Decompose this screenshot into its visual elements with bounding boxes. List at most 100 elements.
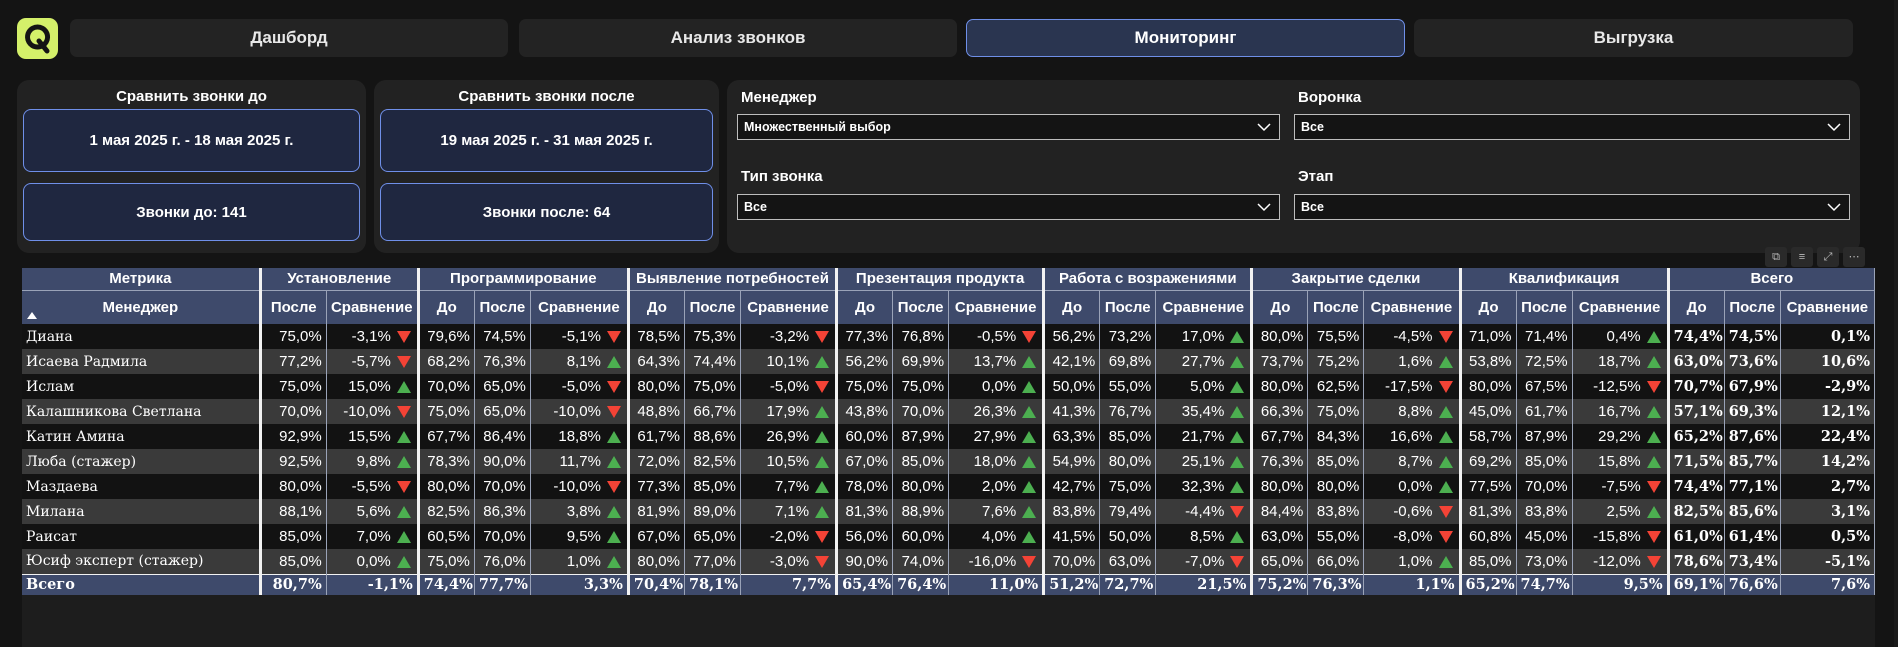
sub-header-after[interactable]: После <box>684 289 741 324</box>
value-before: 78,3% <box>418 449 475 474</box>
value-before: 81,3% <box>836 499 894 524</box>
group-header[interactable]: Программирование <box>418 268 630 290</box>
arrow-down-icon <box>1646 555 1661 568</box>
value-compare: -4,4% <box>1155 499 1254 524</box>
sub-header-compare[interactable]: Сравнение <box>1572 289 1670 324</box>
total-value-compare: 22,4% <box>1780 424 1876 449</box>
sub-header-after[interactable]: После <box>1307 289 1365 324</box>
total-value-before: 65,2% <box>1668 424 1725 449</box>
sub-header-compare[interactable]: Сравнение <box>948 289 1046 324</box>
compare-value: 1,6% <box>1398 353 1433 370</box>
compare-value: 1,0% <box>1398 552 1433 570</box>
sub-header-before[interactable]: До <box>628 289 685 324</box>
group-header[interactable]: Закрытие сделки <box>1251 268 1462 290</box>
sub-header-after[interactable]: После <box>1099 289 1157 324</box>
tab-monitoring[interactable]: Мониторинг <box>966 19 1405 57</box>
value-compare: 16,6% <box>1363 424 1462 449</box>
table-row[interactable]: Катин Амина 92,9% 15,5% 67,7% 86,4% 18,8% 61,7… <box>22 424 1876 449</box>
arrow-up-icon <box>1646 406 1661 419</box>
sub-header-compare[interactable]: Сравнение <box>326 289 420 324</box>
sub-header-before[interactable]: До <box>1460 289 1517 324</box>
value-compare: 3,8% <box>530 499 630 524</box>
total-after: 78,1% <box>684 573 741 595</box>
more-options-icon[interactable]: ⋯ <box>1843 247 1865 267</box>
sub-header-before[interactable]: До <box>836 289 894 324</box>
table-row[interactable]: Милана 88,1% 5,6% 82,5% 86,3% 3,8% 81,9% 89,0% 7… <box>22 499 1876 524</box>
sub-header-after[interactable]: После <box>474 289 531 324</box>
compare-value: -3,2% <box>769 328 810 345</box>
table-row[interactable]: Калашникова Светлана 70,0% -10,0% 75,0% 65,0… <box>22 399 1876 424</box>
compare-value: -4,5% <box>1393 328 1433 345</box>
value-before: 60,0% <box>836 424 894 449</box>
arrow-down-icon <box>1646 381 1661 394</box>
table-row[interactable]: Ислам 75,0% 15,0% 70,0% 65,0% -5,0% 80,0% 75,0%… <box>22 374 1876 399</box>
compare-value: 15,5% <box>348 428 391 445</box>
total-value-before: 74,4% <box>1668 324 1725 349</box>
table-row[interactable]: Раисат 85,0% 7,0% 60,5% 70,0% 9,5% 67,0% 65,0% -… <box>22 524 1876 549</box>
value-compare: -4,5% <box>1363 324 1462 349</box>
after-date-range-button[interactable]: 19 мая 2025 г. - 31 мая 2025 г. <box>380 109 713 172</box>
table-row[interactable]: Диана 75,0% -3,1% 79,6% 74,5% -5,1% 78,5% 75,3%… <box>22 324 1876 349</box>
filter-icon[interactable]: ≡ <box>1791 247 1813 267</box>
arrow-up-icon <box>1022 356 1037 369</box>
sub-header-compare[interactable]: Сравнение <box>740 289 839 324</box>
value-after: 75,5% <box>1307 324 1365 349</box>
table-row[interactable]: Исаева Радмила 77,2% -5,7% 68,2% 76,3% 8,1% 64… <box>22 349 1876 374</box>
metric-header[interactable]: Метрика <box>22 268 262 290</box>
value-after: 63,0% <box>1099 549 1157 574</box>
tab-export[interactable]: Выгрузка <box>1414 19 1853 57</box>
scrollbar[interactable] <box>1894 0 1898 647</box>
group-header[interactable]: Выявление потребностей <box>628 268 839 290</box>
compare-value: -17,5% <box>1384 378 1433 395</box>
group-header[interactable]: Установление <box>260 268 420 290</box>
value-compare: -0,6% <box>1363 499 1462 524</box>
focus-mode-icon[interactable]: ⤢ <box>1817 247 1839 267</box>
arrow-up-icon <box>1646 331 1661 344</box>
table-row[interactable]: Люба (стажер) 92,5% 9,8% 78,3% 90,0% 11,7% 72,… <box>22 449 1876 474</box>
compare-value: 4,0% <box>981 528 1017 545</box>
sub-header-compare[interactable]: Сравнение <box>1780 289 1876 324</box>
manager-select[interactable]: Множественный выбор <box>737 114 1280 140</box>
arrow-up-icon <box>1438 406 1453 419</box>
sort-ascending-icon[interactable] <box>27 312 37 319</box>
sub-header-before[interactable]: До <box>418 289 475 324</box>
value-compare: 27,7% <box>1155 349 1254 374</box>
stage-select[interactable]: Все <box>1294 194 1850 220</box>
copy-icon[interactable]: ⧉ <box>1765 247 1787 267</box>
group-header[interactable]: Всего <box>1668 268 1876 290</box>
sub-header-compare[interactable]: Сравнение <box>1155 289 1254 324</box>
value-compare: 11,7% <box>530 449 630 474</box>
manager-name: Юсиф эксперт (стажер) <box>22 549 262 574</box>
sub-header-compare[interactable]: Сравнение <box>530 289 630 324</box>
group-header[interactable]: Квалификация <box>1460 268 1670 290</box>
sub-header-after[interactable]: После <box>892 289 950 324</box>
compare-value: -0,5% <box>977 328 1017 345</box>
sub-header-after[interactable]: После <box>260 289 327 324</box>
sub-header-before[interactable]: До <box>1668 289 1725 324</box>
total-value-after: 69,3% <box>1724 399 1781 424</box>
group-header[interactable]: Презентация продукта <box>836 268 1046 290</box>
manager-column-header[interactable]: Менеджер <box>22 289 262 324</box>
tab-dashboard[interactable]: Дашборд <box>70 19 508 57</box>
table-row[interactable]: Юсиф эксперт (стажер) 85,0% 0,0% 75,0% 76,0%… <box>22 549 1876 574</box>
value-compare: -0,5% <box>948 324 1046 349</box>
funnel-select[interactable]: Все <box>1294 114 1850 140</box>
group-header[interactable]: Работа с возражениями <box>1043 268 1254 290</box>
sub-header-after[interactable]: После <box>1724 289 1781 324</box>
arrow-down-icon <box>396 481 411 494</box>
call-type-select[interactable]: Все <box>737 194 1280 220</box>
sub-header-before[interactable]: До <box>1043 289 1101 324</box>
stage-select-value: Все <box>1301 200 1324 214</box>
value-after: 50,0% <box>1099 524 1157 549</box>
compare-value: 32,3% <box>1181 478 1225 495</box>
arrow-up-icon <box>396 456 411 469</box>
value-after: 75,0% <box>1307 399 1365 424</box>
arrow-down-icon <box>1230 506 1245 519</box>
tab-call-analysis[interactable]: Анализ звонков <box>519 19 957 57</box>
sub-header-compare[interactable]: Сравнение <box>1363 289 1462 324</box>
arrow-up-icon <box>815 431 830 444</box>
sub-header-after[interactable]: После <box>1516 289 1573 324</box>
sub-header-before[interactable]: До <box>1251 289 1309 324</box>
before-date-range-button[interactable]: 1 мая 2025 г. - 18 мая 2025 г. <box>23 109 360 172</box>
table-row[interactable]: Маздаева 80,0% -5,5% 80,0% 70,0% -10,0% 77,3% 8… <box>22 474 1876 499</box>
